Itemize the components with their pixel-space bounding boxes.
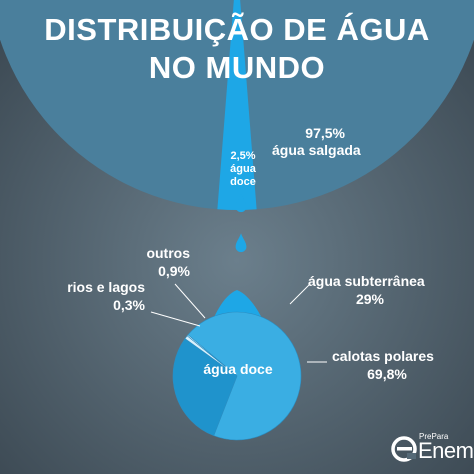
outros-value: 0,9% [158,263,190,279]
logo-name: Enem [418,438,474,463]
slice-agua-subterranea [172,338,238,437]
subterranea-label: água subterrânea [308,273,425,289]
fresh-water-pie [172,290,302,441]
fresh-water-label-line1: água [230,163,256,175]
slice-rios-lagos [186,334,238,377]
global-water-pie [0,0,474,211]
rios-lagos-label: rios e lagos [67,279,145,295]
drop-2 [235,233,247,253]
logo-prefix: PrePara [419,432,449,441]
calotas-label: calotas polares [332,348,434,364]
water-drops [235,193,247,253]
salt-water-percent: 97,5% [305,125,345,141]
salt-water-label: água salgada [272,142,361,158]
title-line-1: DISTRIBUIÇÃO DE ÁGUA [44,12,430,47]
fresh-water-pie-title: água doce [203,361,273,377]
leader-outros [174,283,206,319]
leader-subterranea [289,283,311,305]
calotas-value: 69,8% [367,366,407,382]
subterranea-value: 29% [355,291,385,307]
enem-logo-icon [391,436,417,462]
drop-1 [235,193,247,213]
fresh-water-label-line2: doce [230,176,256,188]
slice-calotas-polares [187,311,302,441]
prepara-enem-logo: PrePara Enem [391,430,474,470]
outros-label: outros [146,245,190,261]
leader-rios-lagos [150,311,201,327]
fresh-water-percent: 2,5% [230,150,256,162]
rios-lagos-value: 0,3% [113,297,145,313]
slice-agua-doce [217,0,257,211]
label-leader-lines [150,283,327,363]
title-line-2: NO MUNDO [148,50,326,85]
